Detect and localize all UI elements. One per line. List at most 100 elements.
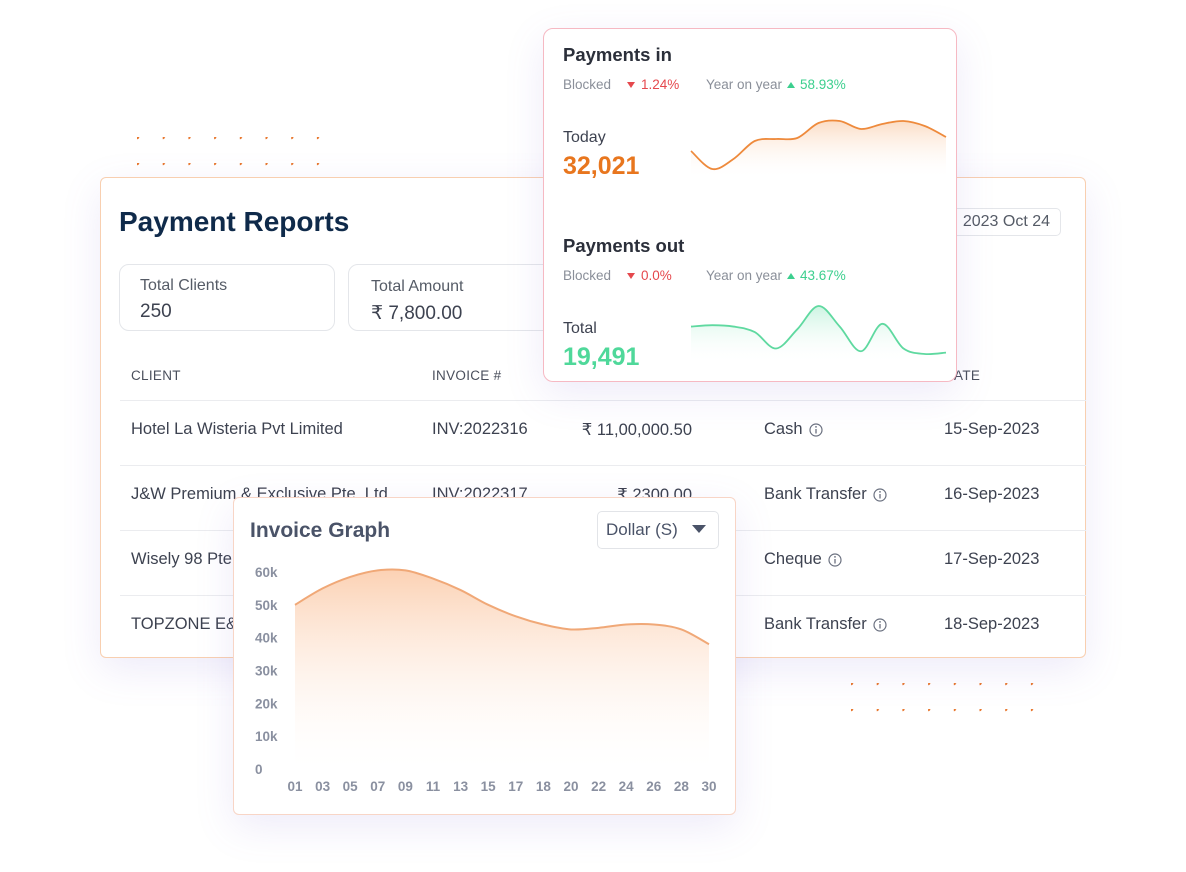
table-cell: 15-Sep-2023 [944,420,1039,439]
info-circle [873,487,887,502]
area-fill [295,569,709,769]
x-tick-label: 03 [315,779,331,794]
date-text: 16-Sep-2023 [944,485,1040,503]
x-tick-label: 26 [646,779,662,794]
info-circle [828,552,842,567]
yoy-label: Year on year [706,77,783,92]
table-cell: Bank Transfer [764,615,887,634]
invoice-text: INV:2022316 [432,420,528,438]
table-cell: 17-Sep-2023 [944,550,1039,569]
area-line [294,568,710,646]
row-divider [120,400,1086,401]
blocked-label: Blocked [563,77,612,92]
client-text: TOPZONE E& [131,615,238,633]
y-tick-label: 40k [255,631,278,646]
yoy-label: Year on year [706,268,783,283]
invoice-chart: 0 10k 20k 30k 40k 50k 60k 01 03 05 07 09 11 13 15 17 18 2… [255,565,717,794]
method-text: Bank Transfer [764,615,867,633]
metric-value: 32,021 [563,152,640,180]
x-tick-label: 28 [674,779,690,794]
metric-value: 19,491 [563,343,640,371]
info-circle [873,617,887,632]
down-arrow [627,273,635,279]
x-tick-label: 01 [287,779,303,794]
metric-label: Total [563,320,597,337]
invoice-graph-card: 0 10k 20k 30k 40k 50k 60k 01 03 05 07 09 11 13 15 17 18 2… [233,497,736,815]
info-dot [833,555,836,558]
x-tick-label: 11 [426,779,441,794]
x-tick-label: 13 [453,779,469,794]
row-divider [120,465,1086,466]
up-arrow [787,273,795,279]
section-title: Payments out [563,235,685,256]
stat-value: 250 [140,301,172,322]
method-text: Bank Transfer [764,485,867,503]
table-cell: INV:2022316 [432,420,528,439]
info-icon [808,422,823,437]
table-cell: ₹ 11,00,000.50 [582,420,692,440]
blocked-label: Blocked [563,268,612,283]
info-icon [873,617,887,632]
y-tick-label: 50k [255,598,278,613]
report-title: Payment Reports [119,206,350,237]
x-tick-label: 09 [398,779,413,794]
table-cell: 18-Sep-2023 [944,615,1039,634]
client-text: Wisely 98 Pte [131,550,232,568]
table-cell: Wisely 98 Pte [131,550,232,569]
x-tick-label: 07 [370,779,385,794]
client-text: Hotel La Wisteria Pvt Limited [131,420,343,438]
x-tick-label: 24 [619,779,635,794]
section-title: Payments in [563,44,672,65]
method-text: Cheque [764,550,822,568]
x-tick-label: 15 [481,779,497,794]
column-header: CLIENT [131,368,181,383]
stat-label: Total Amount [371,278,464,295]
up-arrow [787,82,795,88]
stat-label: Total Clients [140,277,228,294]
y-tick-label: 0 [255,762,263,777]
info-circle [808,422,823,437]
dropdown-caret [692,525,706,533]
chart-title: Invoice Graph [250,519,391,542]
sparkline [690,305,947,356]
date-text: 2023 Oct 24 [962,213,1050,230]
y-tick-label: 30k [255,664,278,679]
table-cell: Cash [764,420,823,439]
x-tick-label: 05 [343,779,359,794]
yoy-value: 58.93% [800,77,846,92]
dropdown-text: Dollar (S) [606,520,678,539]
date-text: 18-Sep-2023 [944,615,1040,633]
x-tick-label: 20 [563,779,578,794]
table-cell: Cheque [764,550,842,569]
y-tick-label: 20k [255,696,278,711]
currency-dropdown[interactable]: Dollar (S) [597,511,719,549]
table-cell: TOPZONE E& [131,615,237,634]
blocked-value: 1.24% [641,77,680,92]
date-text: 15-Sep-2023 [944,420,1040,438]
info-dot [878,490,881,493]
table-cell: 16-Sep-2023 [944,485,1039,504]
payments-graphics [627,82,947,364]
x-tick-label: 18 [536,779,552,794]
date-text: 17-Sep-2023 [944,550,1040,568]
x-tick-label: 30 [701,779,716,794]
sparkline-fill [691,305,946,364]
down-arrow [627,82,635,88]
yoy-value: 43.67% [800,268,846,283]
stat-value: ₹ 7,800.00 [371,303,463,324]
info-icon [873,487,887,502]
x-tick-label: 17 [508,779,523,794]
info-dot [878,620,881,623]
x-tick-label: 22 [591,779,606,794]
stat-card: Total Clients 250 [119,264,335,331]
date-chip[interactable]: 2023 Oct 24 [941,208,1061,236]
method-text: Cash [764,420,803,438]
info-dot [814,425,817,428]
table-cell: Hotel La Wisteria Pvt Limited [131,420,343,439]
amount-text: ₹ 11,00,000.50 [581,421,692,439]
column-header: INVOICE # [432,368,502,383]
stat-card: Total Amount ₹ 7,800.00 [348,264,564,331]
